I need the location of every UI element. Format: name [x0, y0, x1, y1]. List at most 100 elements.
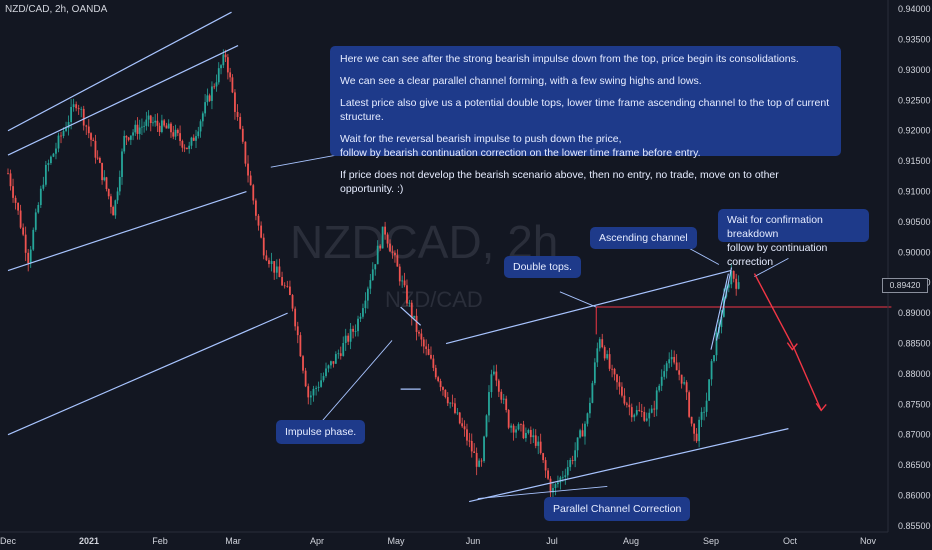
candle-body — [398, 266, 401, 282]
candle-body — [226, 57, 229, 73]
candle-body — [215, 82, 218, 87]
candle-body — [147, 115, 150, 120]
candle-body — [302, 356, 304, 371]
candle-body — [281, 277, 283, 286]
candle-body — [179, 133, 181, 141]
candle-body — [369, 280, 372, 289]
candle-body — [286, 285, 289, 287]
candle-body — [488, 392, 490, 416]
note-line-4: Wait for the reversal bearish impulse to… — [340, 133, 622, 145]
current-price-tag: 0.89420 — [882, 278, 928, 293]
candle-body — [527, 430, 530, 433]
candle-body — [396, 255, 399, 267]
candle-body — [127, 137, 130, 140]
candle-body — [17, 202, 19, 211]
candle-body — [136, 124, 139, 134]
candle-body — [715, 332, 718, 356]
double-tops-pointer — [559, 291, 597, 308]
projection-arrow-1 — [786, 342, 798, 351]
double-tops-label[interactable]: Double tops. — [504, 256, 581, 278]
time-tick-label: Dec — [0, 536, 16, 546]
candle-body — [234, 92, 236, 112]
candle-body — [315, 387, 318, 389]
impulse-phase-label[interactable]: Impulse phase. — [276, 420, 366, 444]
analysis-note[interactable]: Here we can see after the strong bearish… — [330, 46, 841, 195]
candle-body — [537, 441, 540, 446]
candle-body — [663, 371, 666, 377]
candle-body — [339, 353, 342, 356]
candle-body — [473, 451, 476, 453]
candle-body — [608, 354, 611, 369]
candle-body — [289, 286, 291, 296]
price-tick-label: 0.87000 — [898, 430, 931, 440]
price-axis[interactable]: 0.94000 0.93500 0.93000 0.92500 0.92000 0.915… — [898, 4, 931, 531]
confirmation-note[interactable]: Wait for confirmation breakdown follow b… — [718, 209, 869, 268]
candle-body — [57, 135, 60, 149]
candle-body — [640, 410, 643, 412]
candle-body — [19, 210, 22, 228]
time-axis[interactable]: Dec 2021 Feb Mar Apr May Jun Jul Aug Sep Oct Nov — [0, 536, 876, 546]
candle-body — [665, 363, 668, 372]
candle-body — [468, 440, 471, 442]
candle-body — [85, 125, 88, 127]
candle-body — [273, 261, 276, 273]
candle-body — [125, 135, 128, 138]
candle-body — [658, 385, 661, 391]
candle-body — [638, 410, 641, 411]
candle-body — [296, 326, 299, 336]
candle-body — [87, 126, 90, 134]
candle-body — [72, 104, 75, 107]
candle-body — [154, 120, 157, 123]
price-tick-label: 0.93500 — [898, 35, 931, 45]
candle-body — [190, 137, 193, 146]
candle-body — [204, 102, 207, 114]
symbol-title: NZD/CAD, 2h, OANDA — [5, 4, 108, 15]
confirmation-line-2: follow by continuation correction — [727, 242, 828, 268]
candle-body — [163, 120, 166, 126]
price-tick-label: 0.88000 — [898, 369, 931, 379]
candle-body — [720, 316, 723, 328]
candle-body — [621, 386, 623, 396]
price-tick-label: 0.88500 — [898, 339, 931, 349]
candle-body — [601, 339, 604, 348]
candle-body — [532, 435, 535, 438]
parallel-channel-label[interactable]: Parallel Channel Correction — [544, 497, 691, 521]
candle-body — [418, 331, 420, 334]
ascending-channel-label[interactable]: Ascending channel — [590, 227, 697, 249]
candle-body — [700, 411, 703, 420]
candle-body — [143, 125, 146, 127]
candle-body — [236, 111, 239, 118]
candle-body — [183, 147, 186, 149]
ascending-pointer — [685, 245, 720, 265]
candle-body — [121, 151, 123, 177]
candle-body — [529, 430, 532, 438]
candle-body — [211, 86, 213, 101]
candle-body — [90, 133, 92, 140]
candle-body — [475, 452, 478, 467]
candle-body — [673, 356, 676, 363]
candle-body — [415, 315, 418, 332]
candle-body — [483, 436, 485, 462]
candle-body — [220, 65, 222, 69]
confirmation-pointer — [754, 258, 789, 278]
candle-body — [425, 346, 428, 349]
confirmation-line-1: Wait for confirmation breakdown — [727, 214, 823, 240]
candle-body — [107, 189, 110, 197]
candle-body — [454, 403, 456, 413]
candle-body — [685, 382, 688, 393]
candle-body — [213, 86, 216, 88]
candle-body — [737, 282, 740, 289]
candle-body — [141, 126, 143, 128]
price-tick-label: 0.92000 — [898, 126, 931, 136]
candle-body — [376, 245, 379, 265]
candle-body — [208, 95, 211, 101]
candle-body — [47, 163, 50, 165]
candle-body — [371, 269, 374, 281]
candle-body — [442, 387, 444, 390]
candle-body — [650, 408, 653, 413]
candle-body — [181, 140, 184, 148]
time-tick-label: Jun — [466, 536, 481, 546]
candle-body — [625, 403, 628, 405]
ascending-channel-left — [710, 273, 729, 350]
candle-body — [439, 381, 442, 388]
